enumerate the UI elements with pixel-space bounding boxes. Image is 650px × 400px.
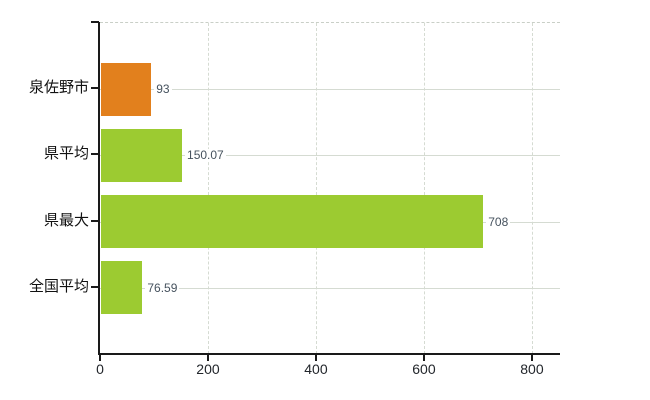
- x-tick-label: 400: [304, 361, 328, 377]
- category-label-全国平均: 全国平均: [28, 277, 89, 295]
- bar-value-label: 76.59: [145, 280, 180, 295]
- vertical-gridline-600: [423, 23, 425, 354]
- horizontal-gridline: [100, 155, 560, 157]
- y-axis-line: [98, 22, 100, 355]
- plot-area: 93 150.07 708 76.59: [100, 22, 560, 354]
- x-axis-tick-200: [206, 353, 209, 361]
- vertical-gridline-800: [531, 23, 533, 354]
- x-tick-label: 600: [412, 361, 436, 377]
- category-label-県平均: 県平均: [43, 145, 89, 163]
- x-axis-tick-0: [99, 353, 101, 361]
- bar-value-label: 150.07: [185, 148, 226, 163]
- y-axis-tick: [91, 285, 99, 288]
- x-axis-tick-600: [422, 353, 425, 361]
- y-axis-top-tick: [91, 21, 99, 23]
- category-label-泉佐野市: 泉佐野市: [28, 79, 89, 97]
- vertical-gridline-200: [207, 23, 209, 354]
- x-tick-label: 800: [520, 361, 544, 377]
- bar-県平均: [101, 128, 183, 182]
- y-axis-tick: [91, 219, 99, 222]
- vertical-gridline-400: [315, 23, 317, 354]
- y-axis-tick: [91, 153, 99, 156]
- category-label-県最大: 県最大: [43, 211, 89, 229]
- bar-泉佐野市: [101, 62, 152, 116]
- horizontal-gridline: [100, 89, 560, 91]
- bar-value-label: 93: [154, 82, 172, 97]
- bar-全国平均: [101, 261, 143, 315]
- x-axis-tick-800: [530, 353, 533, 361]
- x-axis-tick-400: [314, 353, 317, 361]
- x-tick-label: 0: [96, 361, 104, 377]
- bar-value-label: 708: [486, 214, 511, 229]
- x-axis-line: [98, 353, 560, 355]
- bar-県最大: [101, 195, 484, 249]
- horizontal-gridline: [100, 287, 560, 289]
- y-axis-tick: [91, 87, 99, 90]
- x-tick-label: 200: [196, 361, 220, 377]
